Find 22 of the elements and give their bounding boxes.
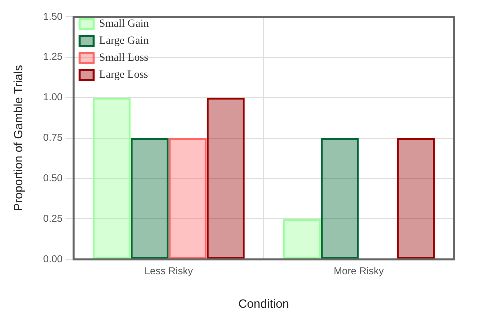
y-tick-label: 0.50	[43, 173, 64, 184]
x-tick-label: Less Risky	[144, 266, 194, 278]
bar	[92, 98, 131, 260]
x-tick-label: More Risky	[334, 266, 384, 278]
legend-label: Small Gain	[99, 18, 150, 30]
y-tick-label: 0.25	[43, 214, 64, 225]
y-tick-label: 0.75	[43, 133, 64, 144]
bar	[168, 138, 207, 260]
y-tick-label: 0.00	[43, 254, 64, 266]
x-axis-title: Condition	[238, 297, 290, 312]
y-tick-label: 1.50	[43, 12, 64, 23]
bar	[320, 138, 359, 260]
bar	[396, 138, 435, 260]
y-axis-title: Proportion of Gamble Trials	[12, 65, 26, 212]
legend-label: Small Loss	[99, 52, 149, 64]
y-tick-label: 1.25	[43, 52, 64, 64]
y-tick-label: 1.00	[43, 92, 64, 104]
bar	[206, 98, 245, 260]
legend-label: Large Loss	[99, 69, 148, 82]
legend-label: Large Gain	[99, 35, 150, 48]
bar	[130, 138, 169, 260]
bar	[282, 219, 321, 260]
